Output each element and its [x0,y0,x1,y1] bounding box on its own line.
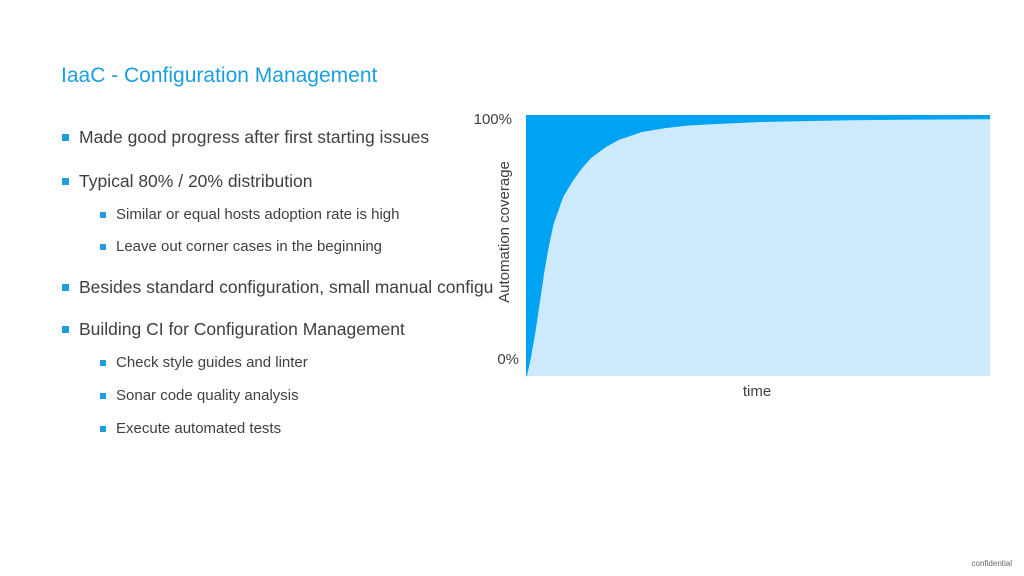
sub-bullet-item: Sonar code quality analysis [100,387,299,404]
bullet-square-icon [62,134,69,141]
bullet-square-icon [100,244,106,250]
bullet-text: Building CI for Configuration Management [79,319,405,339]
bullet-text: Typical 80% / 20% distribution [79,171,313,191]
bullet-square-icon [62,178,69,185]
bullet-square-icon [62,326,69,333]
bullet-text: Check style guides and linter [116,354,308,371]
confidential-footer: confidential [971,559,1012,568]
sub-bullet-item: Execute automated tests [100,420,282,437]
chart-background-area [526,115,990,376]
sub-bullet-item: Check style guides and linter [100,354,308,371]
y-tick-label-top: 100% [474,111,512,128]
bullet-text: Leave out corner cases in the beginning [116,238,383,255]
page-title: IaaC - Configuration Management [61,64,378,87]
bullet-text: Similar or equal hosts adoption rate is … [116,206,400,223]
sub-bullet-item: Similar or equal hosts adoption rate is … [100,206,400,223]
bullet-item: Typical 80% / 20% distribution [62,171,313,192]
sub-bullet-item: Leave out corner cases in the beginning [100,238,383,255]
bullet-text: Besides standard configuration, small ma… [79,277,494,297]
bullet-square-icon [100,393,106,399]
chart-series-area [526,119,990,380]
bullet-square-icon [100,426,106,432]
y-tick-label-bottom: 0% [497,351,519,368]
x-axis-label: time [743,383,771,400]
bullet-item: Made good progress after first starting … [62,127,430,148]
bullet-square-icon [62,284,69,291]
bullet-square-icon [100,212,106,218]
bullet-item: Besides standard configuration, small ma… [62,277,494,298]
bullet-square-icon [100,360,106,366]
y-axis-label: Automation coverage [496,161,513,303]
bullet-item: Building CI for Configuration Management [62,319,405,340]
bullet-text: Sonar code quality analysis [116,387,299,404]
bullet-text: Execute automated tests [116,420,282,437]
bullet-text: Made good progress after first starting … [79,127,430,147]
